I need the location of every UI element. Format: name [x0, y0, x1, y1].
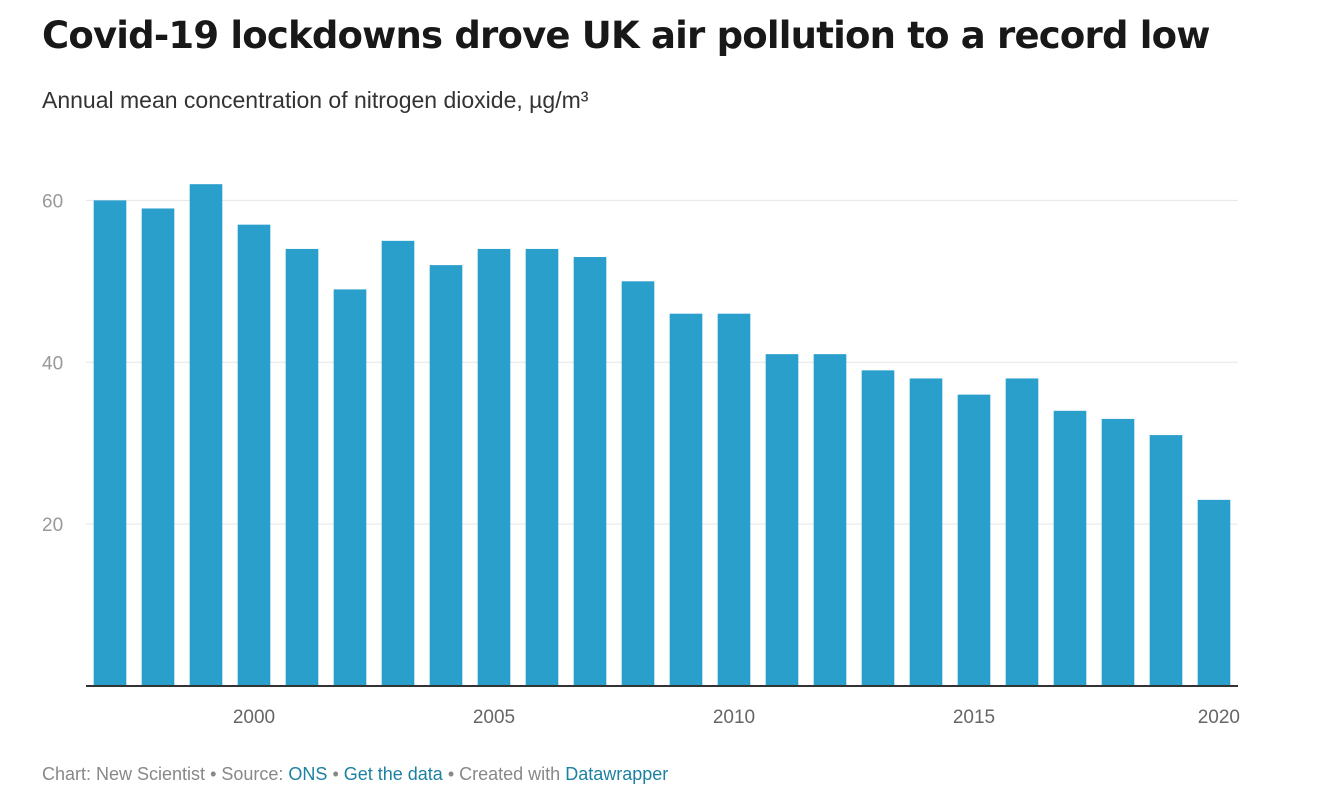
- bar-2020: [1197, 499, 1231, 686]
- bar-2006: [525, 248, 559, 686]
- chart-footer: Chart: New Scientist • Source: ONS • Get…: [42, 764, 668, 785]
- y-tick-label: 60: [42, 191, 63, 212]
- bar-2019: [1149, 435, 1183, 686]
- bar-1997: [93, 200, 127, 686]
- bar-2009: [669, 313, 703, 686]
- bar-2014: [909, 378, 943, 686]
- x-tick-label: 2010: [713, 707, 755, 728]
- source-link[interactable]: ONS: [288, 764, 328, 784]
- bar-2005: [477, 248, 511, 686]
- footer-separator: •: [327, 764, 344, 784]
- bar-2016: [1005, 378, 1039, 686]
- y-tick-label: 20: [42, 515, 63, 536]
- x-tick-label: 2005: [473, 707, 515, 728]
- footer-separator: •: [205, 764, 222, 784]
- bar-2017: [1053, 410, 1087, 686]
- bar-2001: [285, 248, 319, 686]
- bar-2003: [381, 240, 415, 686]
- datawrapper-link[interactable]: Datawrapper: [565, 764, 669, 784]
- created-with-label: Created with: [459, 764, 566, 784]
- chart-credit: Chart: New Scientist: [42, 764, 206, 784]
- bar-2011: [765, 354, 799, 686]
- chart-subtitle: Annual mean concentration of nitrogen di…: [42, 87, 589, 113]
- x-tick-label: 2015: [953, 707, 995, 728]
- bar-2015: [957, 394, 991, 686]
- footer-separator: •: [442, 764, 460, 784]
- y-tick-label: 40: [42, 353, 63, 374]
- chart-title: Covid-19 lockdowns drove UK air pollutio…: [42, 14, 1210, 57]
- bar-2004: [429, 265, 463, 686]
- x-tick-label: 2000: [233, 707, 275, 728]
- x-tick-label: 2020: [1198, 707, 1240, 728]
- bar-2007: [573, 257, 607, 686]
- bar-2002: [333, 289, 367, 686]
- bar-2018: [1101, 418, 1135, 686]
- bar-1999: [189, 184, 223, 686]
- source-label: Source:: [221, 764, 289, 784]
- bar-2012: [813, 354, 847, 686]
- bar-2000: [237, 224, 271, 686]
- bar-2013: [861, 370, 895, 686]
- bar-2010: [717, 313, 751, 686]
- bar-1998: [141, 208, 175, 686]
- get-the-data-link[interactable]: Get the data: [343, 764, 443, 784]
- bar-2008: [621, 281, 655, 686]
